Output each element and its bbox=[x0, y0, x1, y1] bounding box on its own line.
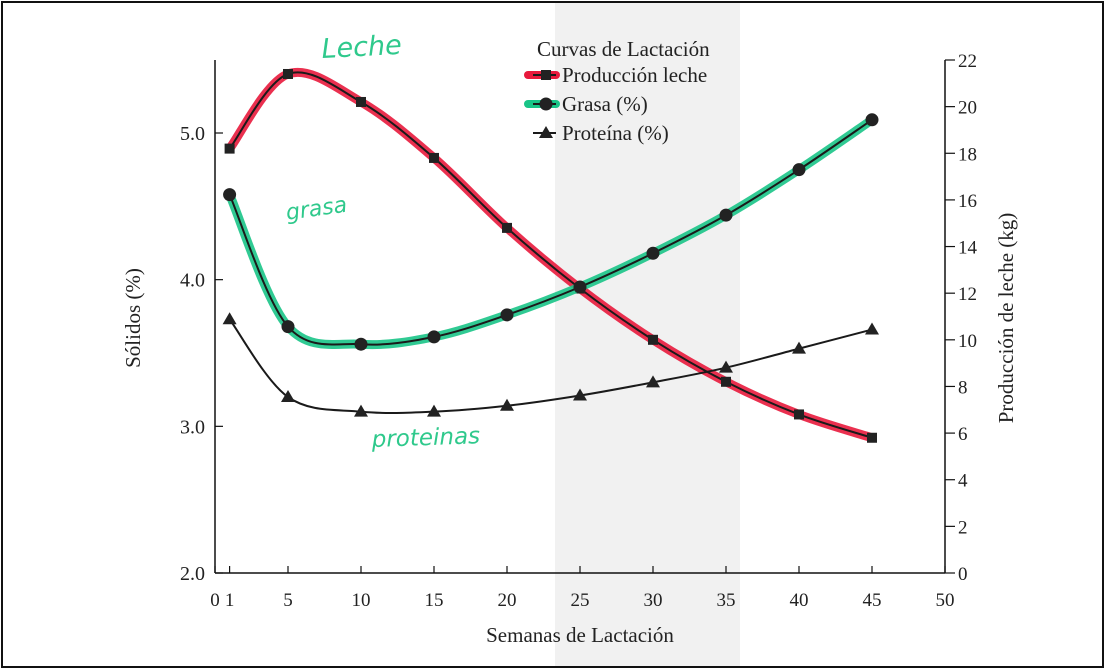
x-tick-label: 1 bbox=[225, 590, 235, 611]
x-tick-label: 30 bbox=[644, 590, 663, 611]
handwritten-annotation-1: Leche bbox=[321, 30, 403, 65]
legend-marker-leche bbox=[541, 70, 551, 80]
legend-marker-proteina bbox=[539, 126, 553, 138]
series-proteina-point bbox=[865, 322, 879, 335]
chart-title: Curvas de Lactación bbox=[537, 37, 710, 61]
series-leche-point bbox=[224, 143, 235, 154]
series-proteina-point bbox=[719, 360, 733, 373]
series-grasa-point bbox=[427, 330, 441, 344]
y-right-tick-label: 10 bbox=[958, 331, 977, 352]
series-grasa-point bbox=[500, 308, 514, 322]
series-grasa-point bbox=[865, 113, 879, 127]
y-right-tick-label: 12 bbox=[958, 284, 977, 305]
legend-swatch-leche bbox=[524, 70, 560, 80]
legend-label-proteina: Proteína (%) bbox=[562, 121, 669, 145]
series-proteina-point bbox=[792, 341, 806, 354]
series-proteina-point bbox=[222, 312, 237, 325]
y-left-tick-label: 4.0 bbox=[180, 270, 205, 292]
series-leche-point bbox=[867, 432, 877, 443]
series-grasa-point bbox=[646, 246, 660, 260]
series-proteina-line bbox=[228, 318, 873, 414]
y-right-tick-label: 16 bbox=[958, 191, 977, 212]
y-right-tick-label: 2 bbox=[958, 517, 968, 538]
series-proteina-point bbox=[500, 398, 514, 411]
y-left-tick-label: 2.0 bbox=[180, 563, 205, 585]
series-grasa-point bbox=[223, 188, 237, 202]
series-grasa-point bbox=[792, 163, 806, 177]
x-tick-label: 50 bbox=[936, 590, 955, 611]
x-tick-label: 5 bbox=[283, 590, 293, 611]
series-leche-point bbox=[356, 96, 366, 107]
series-proteina bbox=[222, 312, 879, 417]
series-grasa-point bbox=[573, 280, 587, 294]
series-proteina-point bbox=[281, 390, 295, 402]
y-right-tick-label: 6 bbox=[958, 424, 968, 445]
y-right-tick-label: 8 bbox=[958, 377, 968, 398]
series-leche-point bbox=[429, 152, 439, 163]
series-leche-point bbox=[283, 68, 293, 79]
x-tick-label: 20 bbox=[498, 590, 517, 611]
x-axis-label: Semanas de Lactación bbox=[486, 623, 674, 647]
y-axis-left-label: Sólidos (%) bbox=[121, 268, 145, 368]
y-left-tick-label: 5.0 bbox=[180, 123, 205, 145]
x-tick-label: 10 bbox=[352, 590, 371, 611]
series-leche-point bbox=[721, 376, 731, 387]
x-tick-label: 45 bbox=[863, 590, 882, 611]
x-tick-label: 15 bbox=[425, 590, 444, 611]
series-proteina-point bbox=[354, 404, 368, 417]
series-grasa-point bbox=[281, 320, 295, 334]
y-right-tick-label: 22 bbox=[958, 51, 977, 72]
y-right-tick-label: 4 bbox=[958, 471, 968, 492]
legend-label-grasa: Grasa (%) bbox=[562, 92, 648, 116]
legend-label-leche: Producción leche bbox=[562, 63, 707, 87]
series-leche-line bbox=[228, 71, 873, 439]
y-axis-right-label: Producción de leche (kg) bbox=[994, 213, 1018, 424]
series-leche-point bbox=[794, 409, 804, 420]
series-proteina-point bbox=[573, 388, 587, 401]
series-proteina-point bbox=[646, 375, 660, 388]
y-right-tick-label: 14 bbox=[958, 238, 978, 259]
series-grasa bbox=[223, 113, 879, 351]
legend-swatch-proteina bbox=[533, 126, 556, 138]
x-tick-label: 25 bbox=[571, 590, 590, 611]
series-grasa-point bbox=[354, 337, 368, 351]
y-right-tick-label: 18 bbox=[958, 144, 977, 165]
series-leche-point bbox=[648, 334, 658, 345]
series-proteina-point bbox=[427, 404, 441, 417]
y-left-tick-label: 3.0 bbox=[180, 416, 205, 438]
x-tick-label: 40 bbox=[790, 590, 809, 611]
legend-marker-grasa bbox=[539, 97, 553, 111]
y-right-tick-label: 0 bbox=[958, 564, 968, 585]
series-leche-point bbox=[502, 222, 512, 233]
series-grasa-line bbox=[228, 118, 873, 346]
x-tick-label: 0 bbox=[210, 590, 220, 611]
legend-swatch-grasa bbox=[524, 97, 560, 111]
series-grasa-point bbox=[719, 208, 733, 222]
x-tick-label: 35 bbox=[717, 590, 736, 611]
handwritten-annotation-3: proteinas bbox=[370, 423, 480, 453]
y-right-tick-label: 20 bbox=[958, 98, 977, 119]
